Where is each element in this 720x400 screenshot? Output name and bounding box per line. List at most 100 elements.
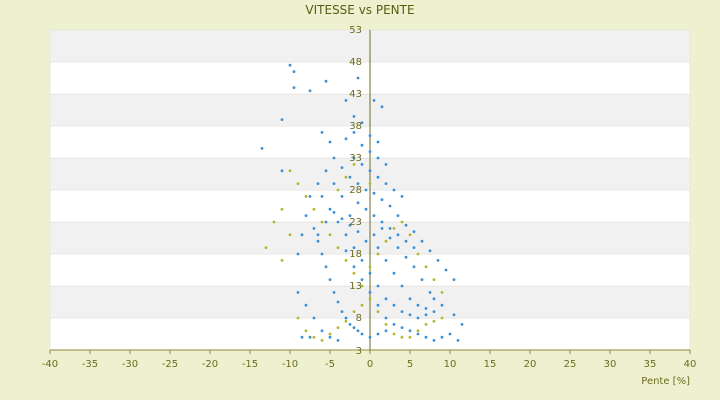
data-point (372, 191, 376, 195)
y-tick-label: 53 (349, 25, 362, 36)
data-point (352, 265, 356, 269)
data-point (388, 204, 392, 208)
data-point (448, 332, 452, 336)
data-point (428, 291, 432, 294)
data-point (344, 249, 348, 253)
data-point (420, 278, 424, 281)
y-tick-label: 28 (349, 185, 362, 196)
data-point (440, 291, 444, 294)
data-point (336, 326, 340, 329)
data-point (424, 265, 428, 269)
data-point (436, 259, 440, 262)
data-point (440, 303, 444, 307)
data-point (340, 310, 344, 313)
data-point (392, 323, 396, 326)
data-point (324, 220, 328, 224)
data-point (400, 335, 404, 339)
data-point (384, 163, 388, 166)
x-tick-label: -35 (82, 359, 98, 370)
data-point (416, 329, 420, 333)
data-point (316, 233, 320, 237)
data-point (328, 332, 332, 336)
y-tick-label: 18 (349, 249, 362, 260)
data-point (432, 319, 436, 323)
data-point (380, 198, 384, 202)
data-point (280, 259, 284, 262)
data-point (320, 220, 324, 224)
data-point (432, 297, 436, 301)
data-point (376, 284, 380, 288)
data-point (356, 201, 360, 205)
data-point (408, 313, 412, 317)
data-point (360, 332, 364, 336)
data-point (376, 175, 380, 179)
y-tick-label: 33 (349, 153, 362, 164)
data-point (388, 227, 392, 230)
data-point (400, 220, 404, 224)
x-tick-label: 0 (367, 359, 373, 370)
data-point (312, 316, 316, 320)
data-point (364, 239, 368, 243)
data-point (336, 246, 340, 250)
data-point (348, 214, 352, 218)
data-point (368, 150, 372, 154)
data-point (384, 259, 388, 262)
data-point (368, 271, 372, 275)
data-point (304, 303, 308, 307)
data-point (376, 246, 380, 250)
data-point (376, 303, 380, 307)
data-point (368, 182, 372, 186)
data-point (372, 214, 376, 218)
data-point (324, 169, 328, 173)
data-point (344, 137, 348, 141)
data-point (368, 169, 372, 173)
x-tick-label: 25 (564, 359, 577, 370)
data-point (440, 316, 444, 320)
data-point (316, 239, 320, 243)
data-point (280, 207, 284, 211)
y-tick-label: 38 (349, 121, 362, 132)
data-point (384, 297, 388, 301)
y-tick-label: 8 (356, 313, 362, 324)
data-point (452, 278, 456, 281)
data-point (280, 118, 284, 121)
chart-title: VITESSE vs PENTE (305, 3, 414, 17)
data-point (300, 335, 304, 339)
data-point (400, 310, 404, 313)
data-point (368, 291, 372, 294)
data-point (324, 265, 328, 269)
data-point (288, 233, 292, 237)
data-point (420, 239, 424, 243)
data-point (368, 134, 372, 138)
data-point (364, 207, 368, 211)
data-point (396, 233, 400, 237)
data-point (264, 246, 268, 250)
axes (49, 30, 691, 354)
y-tick-label: 48 (349, 57, 362, 68)
data-point (384, 316, 388, 320)
data-point (304, 195, 308, 198)
data-point (376, 252, 380, 256)
data-point (376, 156, 380, 160)
data-point (368, 297, 372, 301)
data-point (332, 182, 336, 186)
data-point (292, 86, 296, 89)
data-point (332, 156, 336, 160)
data-point (288, 63, 292, 67)
x-tick-label: -40 (42, 359, 58, 370)
data-point (352, 326, 356, 329)
data-point (312, 207, 316, 211)
data-point (380, 220, 384, 224)
tick-labels: -40 -35 -30 -25 -20 -15 -10 -5 0 5 10 15 20 25 30 35 40 3… (42, 25, 697, 370)
data-point (424, 335, 428, 339)
data-point (416, 252, 420, 256)
y-tick-label: 13 (349, 281, 362, 292)
data-point (368, 335, 372, 339)
data-point (360, 303, 364, 307)
data-point (416, 303, 420, 307)
data-point (296, 291, 300, 294)
data-point (356, 76, 360, 80)
data-point (384, 329, 388, 333)
data-point (400, 195, 404, 198)
data-point (320, 195, 324, 198)
